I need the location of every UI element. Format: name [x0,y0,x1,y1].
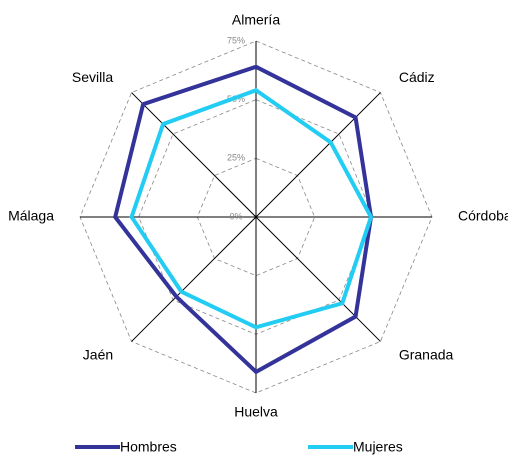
category-label: Córdoba [458,208,508,224]
category-label: Jaén [83,346,113,362]
axis-spoke [255,92,381,218]
category-label: Cádiz [399,69,435,85]
category-label: Huelva [234,404,278,420]
axis-spoke [131,92,257,218]
category-label: Sevilla [72,69,113,85]
grid-ring [196,157,316,277]
series-line [129,88,374,330]
tick-label: 0% [229,211,242,221]
tick-label: 25% [227,153,245,163]
grid-ring [79,40,433,394]
category-label: Granada [399,346,454,362]
category-label: Almería [232,12,280,28]
series-line [113,64,374,375]
axis-spoke [131,216,257,342]
tick-label: 75% [227,35,245,45]
legend-label: Mujeres [353,439,403,455]
legend-label: Hombres [120,439,177,455]
axis-spoke [255,216,381,342]
category-label: Málaga [8,208,54,224]
